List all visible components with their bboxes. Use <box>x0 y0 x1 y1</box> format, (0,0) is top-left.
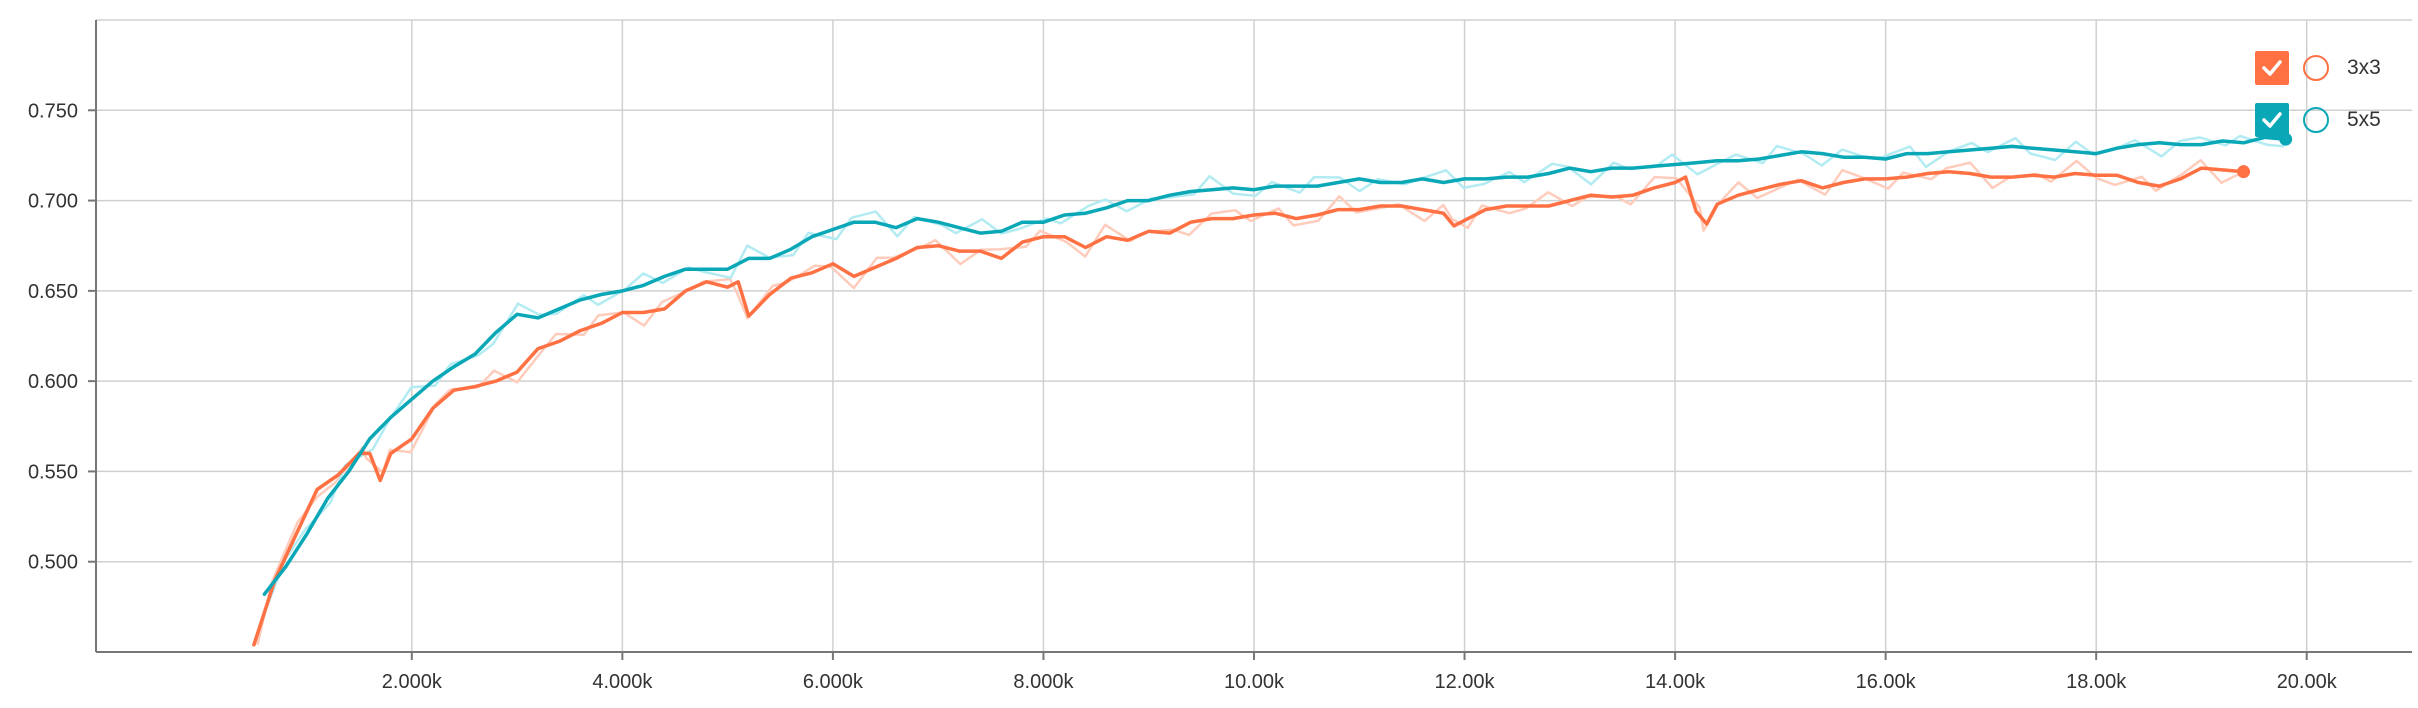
x-tick-label: 2.000k <box>382 671 443 693</box>
legend-item-3x3[interactable]: 3x3 <box>2255 42 2415 94</box>
y-tick-label: 0.750 <box>28 100 78 122</box>
checkmark-icon <box>2262 60 2282 76</box>
legend-circle-icon-3x3[interactable] <box>2303 55 2329 81</box>
legend-checkbox-5x5[interactable] <box>2255 103 2289 137</box>
raw-line-3x3 <box>256 158 2247 646</box>
y-tick-label: 0.600 <box>28 371 78 393</box>
x-tick-label: 4.000k <box>592 671 653 693</box>
legend-checkbox-3x3[interactable] <box>2255 51 2289 85</box>
x-tick-label: 10.00k <box>1224 671 1285 693</box>
x-tick-label: 12.00k <box>1435 671 1496 693</box>
legend-circle-icon-5x5[interactable] <box>2303 107 2329 133</box>
x-tick-label: 18.00k <box>2066 671 2127 693</box>
y-tick-label: 0.700 <box>28 191 78 213</box>
y-tick-label: 0.500 <box>28 552 78 574</box>
legend: 3x3 5x5 <box>2255 42 2415 146</box>
x-tick-label: 8.000k <box>1013 671 1074 693</box>
checkmark-icon <box>2262 112 2282 128</box>
x-tick-label: 6.000k <box>803 671 864 693</box>
x-tick-label: 14.00k <box>1645 671 1706 693</box>
x-tick-label: 16.00k <box>1856 671 1917 693</box>
endpoint-3x3 <box>2237 165 2251 179</box>
legend-item-5x5[interactable]: 5x5 <box>2255 94 2415 146</box>
raw-line-5x5 <box>265 134 2285 608</box>
series-lines <box>252 135 2288 647</box>
grid <box>96 19 2412 652</box>
y-tick-label: 0.550 <box>28 461 78 483</box>
series-line-3x3 <box>252 166 2246 647</box>
series-line-5x5 <box>262 135 2288 596</box>
legend-label-3x3: 3x3 <box>2347 56 2381 79</box>
y-tick-label: 0.650 <box>28 281 78 303</box>
tick-labels: 0.500 0.550 0.600 0.650 0.700 0.750 2.000k 4.00… <box>28 100 2338 693</box>
x-tick-label: 20.00k <box>2277 671 2338 693</box>
legend-label-5x5: 5x5 <box>2347 108 2381 131</box>
